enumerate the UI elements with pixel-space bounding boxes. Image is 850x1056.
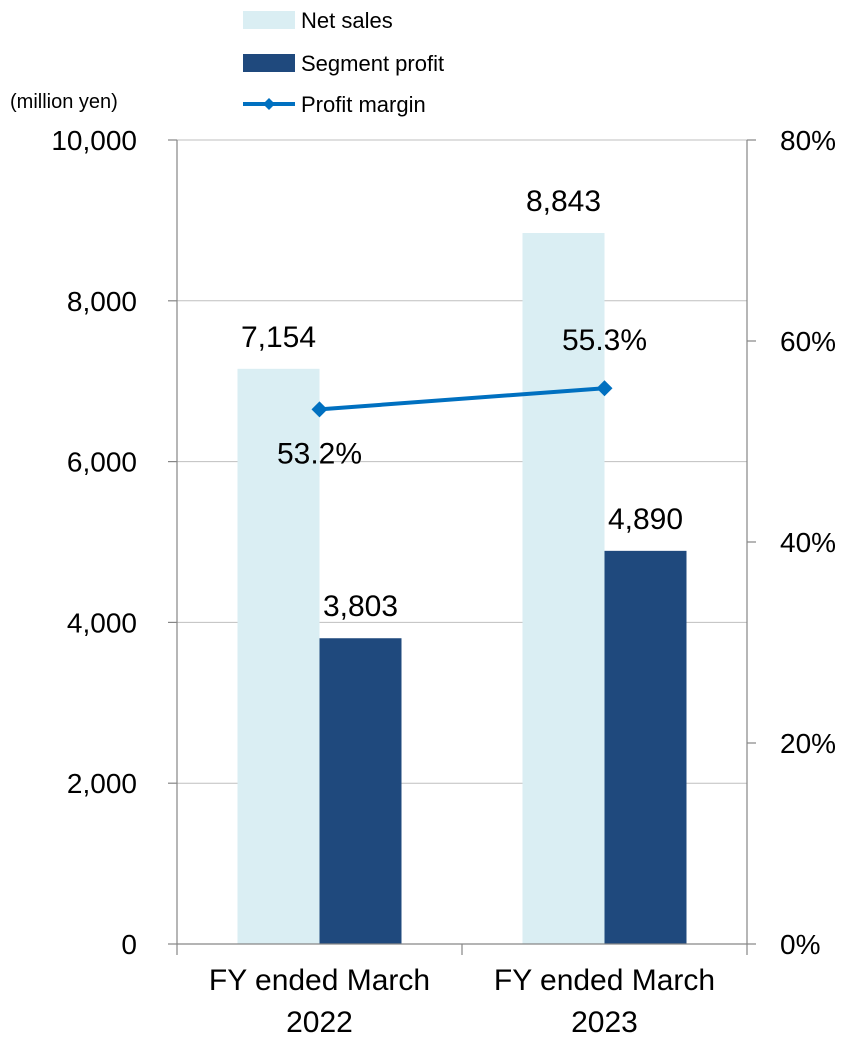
left-axis-tick-label: 4,000 [67,607,137,638]
profit-margin-marker [311,401,328,418]
legend-swatch [243,11,295,29]
legend-label: Segment profit [301,51,444,76]
segment-profit-value-label: 4,890 [608,503,683,536]
left-axis-tick-labels: 0 2,000 4,000 6,000 8,000 10,000 [51,125,137,960]
left-axis-tick-label: 8,000 [67,286,137,317]
profit-margin-value-label: 53.2% [277,437,362,470]
left-axis-tick-label: 10,000 [51,125,137,156]
right-axis-tick-labels: 0% 20% 40% 60% 80% [780,125,836,960]
legend-label: Net sales [301,8,393,33]
left-axis-tick-label: 6,000 [67,447,137,478]
legend: Net sales Segment profit Profit margin [243,8,444,117]
y-axis-unit-label: (million yen) [10,91,118,113]
data-labels: 7,154 3,803 53.2% 8,843 4,890 55.3% [241,185,683,623]
segment-profit-bar [604,550,687,944]
category-label: FY ended March [494,964,715,997]
legend-swatch [243,54,295,72]
right-axis-tick-label: 80% [780,125,836,156]
net-sales-bar [237,368,320,945]
axes [168,139,756,955]
profit-margin-line-path [319,386,605,412]
category-label: FY ended March [209,964,430,997]
category-labels: FY ended March 2022 FY ended March 2023 [209,964,715,1039]
profit-margin-value-label: 55.3% [562,324,647,357]
category-label: 2023 [571,1006,638,1039]
left-axis-tick-label: 2,000 [67,768,137,799]
legend-marker [263,98,275,110]
bars [237,233,687,945]
category-label: 2022 [286,1006,353,1039]
profit-margin-marker [596,380,613,397]
net-sales-bar [522,233,605,944]
right-axis-tick-label: 60% [780,326,836,357]
left-axis-tick-label: 0 [121,929,137,960]
segment-profit-bar [319,638,402,944]
segment-profit-value-label: 3,803 [323,590,398,623]
profit-margin-line [311,380,613,418]
right-axis-tick-label: 0% [780,929,820,960]
right-axis-tick-label: 40% [780,527,836,558]
net-sales-value-label: 7,154 [241,321,316,354]
legend-label: Profit margin [301,92,426,117]
right-axis-tick-label: 20% [780,728,836,759]
net-sales-value-label: 8,843 [526,185,601,218]
